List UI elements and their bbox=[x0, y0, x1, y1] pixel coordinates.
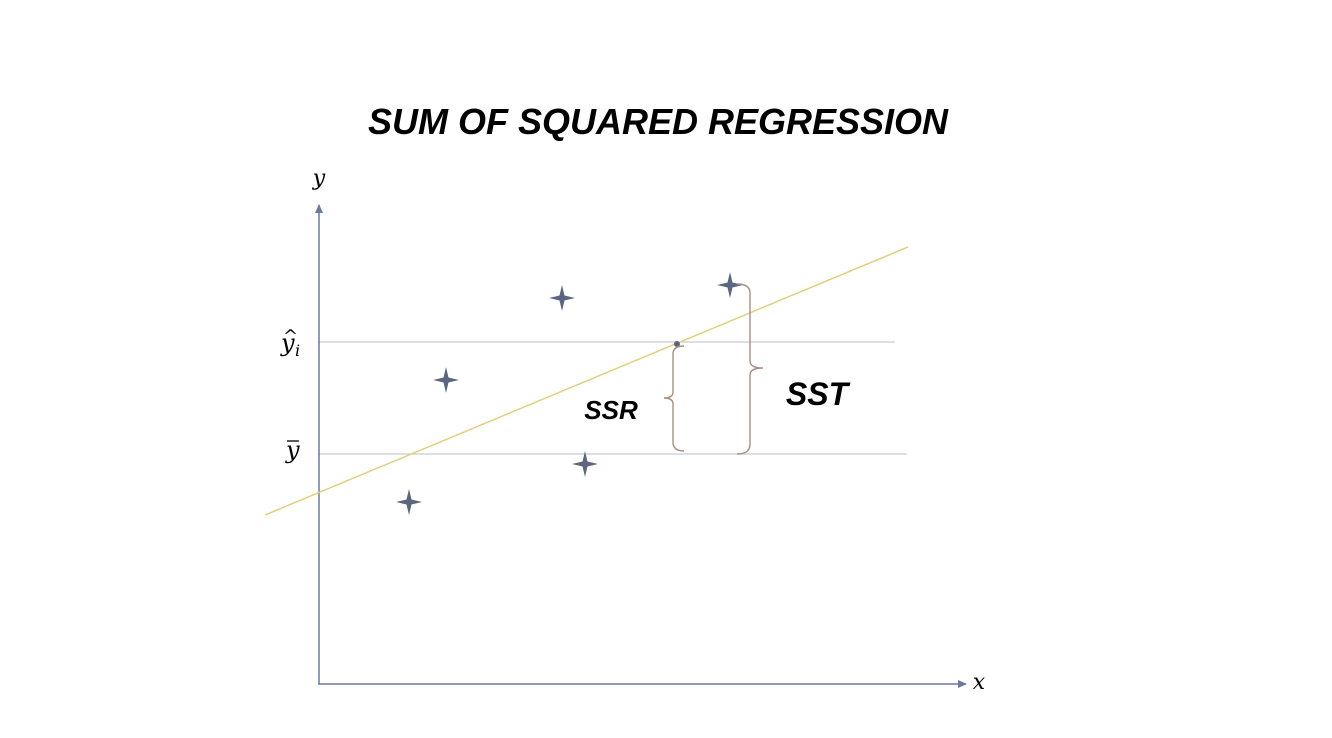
y-bar-base: y bbox=[285, 436, 300, 464]
x-axis-label: x bbox=[973, 670, 986, 695]
ssr-bracket bbox=[663, 345, 685, 452]
data-points bbox=[396, 272, 743, 515]
predicted-point bbox=[674, 341, 680, 347]
y-hat-caret: ^ bbox=[283, 326, 298, 347]
y-hat-label: y ^ i bbox=[280, 326, 300, 360]
data-point bbox=[572, 451, 598, 477]
data-point bbox=[396, 489, 422, 515]
ssr-label: SSR bbox=[584, 395, 638, 425]
y-axis-label: y bbox=[312, 166, 326, 191]
sst-bracket bbox=[736, 283, 764, 455]
data-point bbox=[433, 367, 459, 393]
y-hat-base: y bbox=[280, 329, 295, 357]
sst-label: SST bbox=[786, 376, 851, 412]
y-bar-label: y bbox=[285, 436, 300, 464]
data-point bbox=[549, 285, 575, 311]
diagram-title: SUM OF SQUARED REGRESSION bbox=[368, 101, 949, 142]
y-hat-subscript: i bbox=[295, 341, 300, 360]
data-point bbox=[717, 272, 743, 298]
regression-line bbox=[264, 246, 909, 516]
